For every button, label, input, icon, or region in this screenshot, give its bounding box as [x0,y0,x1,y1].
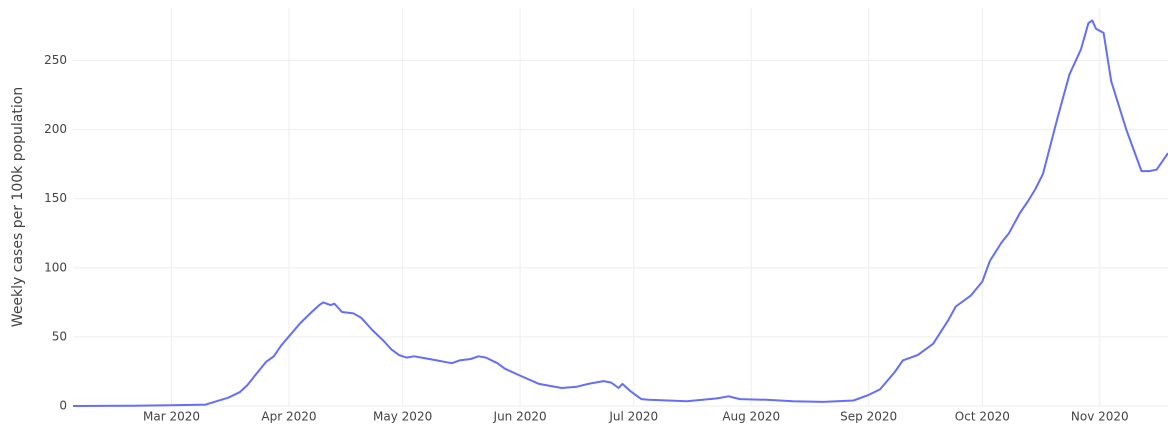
x-tick-label: May 2020 [373,410,432,424]
x-tick-label: Oct 2020 [955,410,1010,424]
x-tick-label: Jul 2020 [608,410,658,424]
y-tick-label: 0 [59,399,67,413]
x-tick-label: Aug 2020 [722,410,780,424]
y-tick-label: 200 [44,122,67,136]
y-tick-label: 150 [44,191,67,205]
y-tick-label: 50 [52,329,67,343]
y-tick-label: 100 [44,260,67,274]
y-tick-label: 250 [44,53,67,67]
x-tick-label: Nov 2020 [1071,410,1129,424]
x-tick-label: Mar 2020 [143,410,200,424]
line-series [72,19,1168,407]
y-axis-title: Weekly cases per 100k population [10,87,26,327]
x-tick-label: Sep 2020 [840,410,897,424]
x-tick-label: Jun 2020 [493,410,547,424]
x-tick-label: Apr 2020 [261,410,316,424]
